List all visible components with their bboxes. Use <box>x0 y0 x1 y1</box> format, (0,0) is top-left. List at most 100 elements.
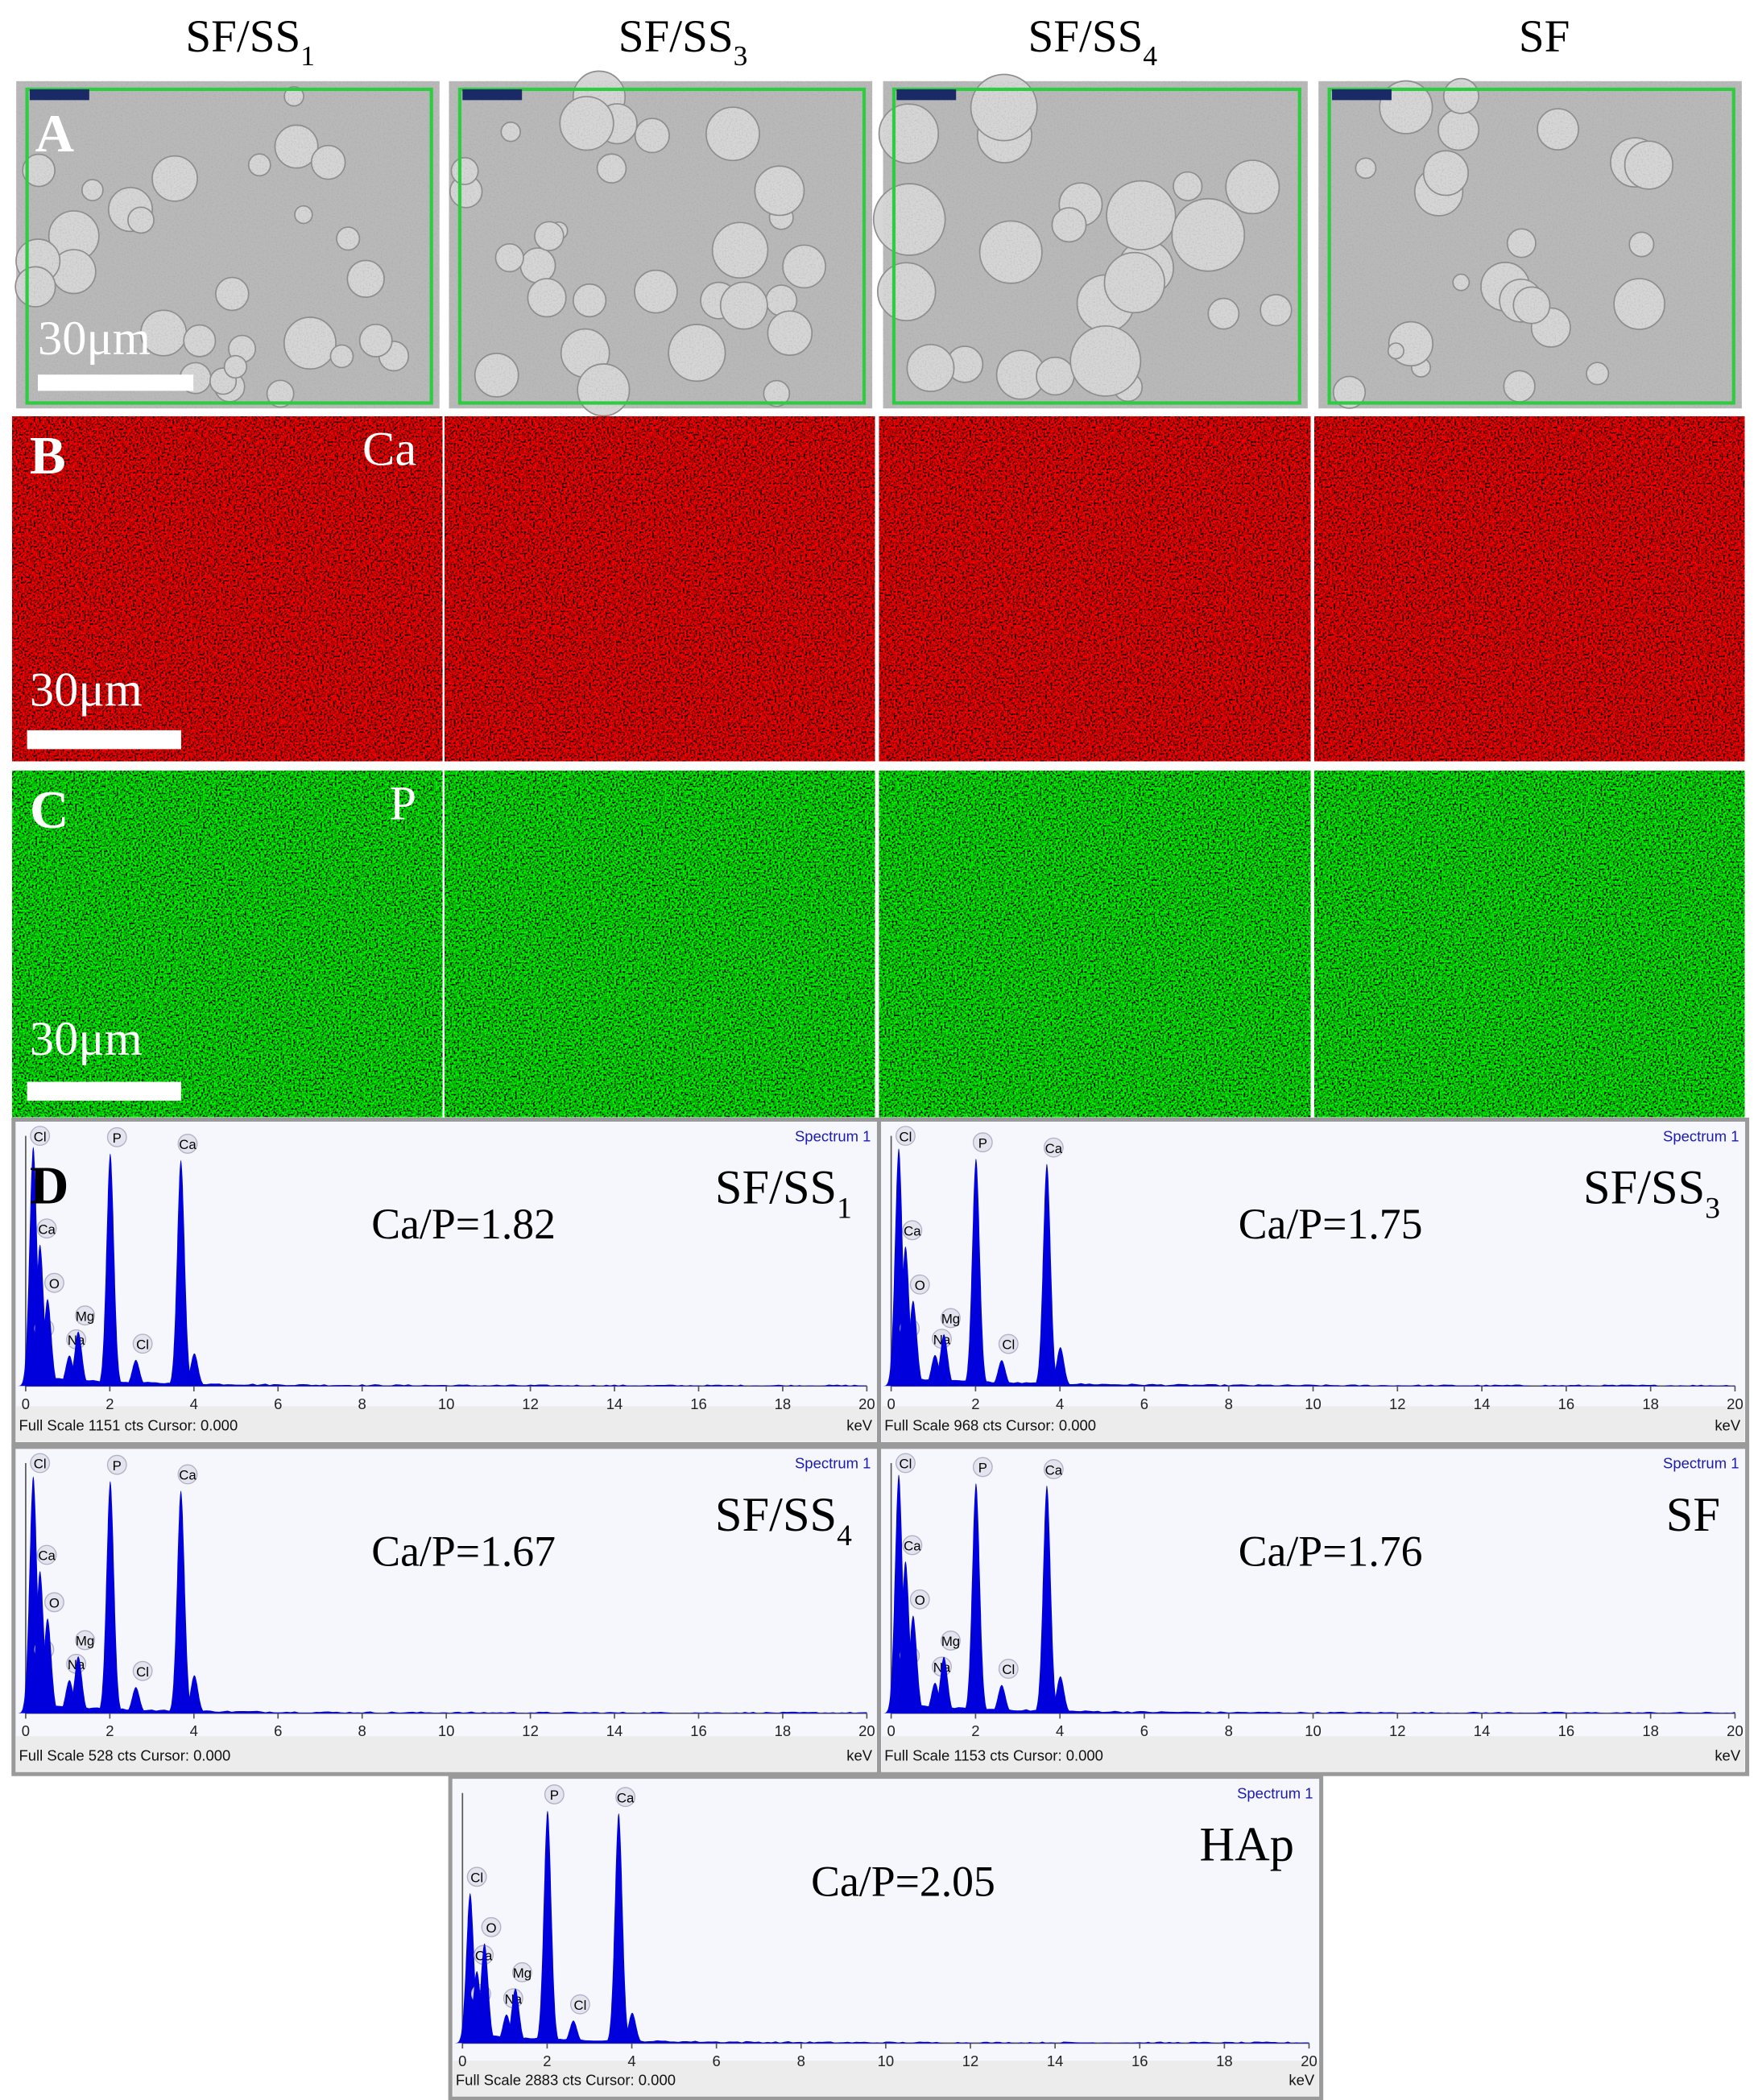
peak <box>461 1970 493 2044</box>
peak-label-bg <box>909 1274 930 1295</box>
peak-label: O <box>49 1596 60 1611</box>
eds-spectrum: 02468101214161820ClCCaONaMgPClCaSpectrum… <box>11 1117 882 1447</box>
peak-label: Ca <box>904 1224 921 1239</box>
element-map <box>1314 416 1745 762</box>
sample-label: HAp <box>1200 1818 1295 1872</box>
x-tick-label: 0 <box>887 1395 895 1412</box>
peak-label-bg <box>75 1305 96 1326</box>
peak-label-bg <box>30 1126 51 1147</box>
peak-label: Ca <box>38 1548 56 1564</box>
peak <box>617 2012 648 2044</box>
element-map <box>445 416 875 762</box>
peak-label: Ca <box>1045 1141 1063 1156</box>
spectrum-panel <box>11 1445 882 1776</box>
peak-label: Cl <box>34 1457 47 1472</box>
peak <box>454 1893 486 2044</box>
element-map <box>12 416 443 762</box>
x-tick-label: 16 <box>690 1395 707 1412</box>
peak <box>54 1680 85 1713</box>
footer-prefix: Full Scale <box>19 1747 85 1763</box>
x-tick-label: 10 <box>1305 1722 1322 1739</box>
scale-bar <box>27 1081 182 1101</box>
peak <box>54 1355 85 1387</box>
x-tick-label: 2 <box>105 1722 114 1739</box>
spectrum-title: Spectrum 1 <box>1663 1127 1739 1144</box>
peak-label-bg <box>998 1659 1019 1679</box>
element-label: Ca <box>362 423 416 477</box>
sem-image <box>449 70 873 417</box>
x-tick-label: 12 <box>522 1722 539 1739</box>
panel-letter: B <box>30 425 66 486</box>
peak <box>986 1360 1017 1387</box>
x-tick-label: 2 <box>971 1395 979 1412</box>
peak-label-bg <box>106 1454 127 1475</box>
x-tick-label: 8 <box>358 1722 366 1739</box>
peak-label: Ca <box>38 1222 56 1237</box>
peak <box>986 1685 1017 1713</box>
scale-bar-label: 30μm <box>38 312 151 366</box>
peak-label-bg <box>972 1132 993 1153</box>
peak-label: Cl <box>34 1129 47 1144</box>
peak <box>491 2014 522 2044</box>
sample-label-subscript: 4 <box>837 1519 852 1552</box>
element-map <box>879 416 1311 762</box>
x-unit: keV <box>846 1417 873 1434</box>
footer-suffix: cts Cursor: 0.000 <box>562 2071 676 2088</box>
x-tick-label: 12 <box>962 2052 979 2069</box>
peak-label: P <box>113 1131 122 1146</box>
peak <box>961 1483 991 1713</box>
panel-letter: A <box>35 103 75 163</box>
peak-label-bg <box>75 1630 96 1651</box>
x-tick-label: 4 <box>190 1722 198 1739</box>
element-map <box>445 771 875 1118</box>
peak-label: Cl <box>136 1337 149 1352</box>
sample-label-subscript: 3 <box>1705 1193 1720 1226</box>
peak-label: P <box>550 1788 559 1803</box>
column-header: SF/SS3 <box>618 11 748 72</box>
x-tick-label: 4 <box>1056 1395 1064 1412</box>
peak-label: Cl <box>573 1998 586 2013</box>
peak <box>898 1300 929 1387</box>
peak-label: Cl <box>1002 1662 1015 1677</box>
sample-label-main: SF/SS <box>715 1161 837 1215</box>
footer-suffix: cts Cursor: 0.000 <box>982 1417 1096 1434</box>
peak-label: O <box>486 1920 496 1936</box>
element-label: P <box>390 777 417 831</box>
column-header: SF/SS1 <box>185 11 315 72</box>
x-unit: keV <box>1289 2071 1315 2088</box>
footer-suffix: cts Cursor: 0.000 <box>990 1747 1103 1763</box>
peak <box>24 1244 56 1387</box>
x-tick-label: 18 <box>1642 1395 1659 1412</box>
footer-suffix: cts Cursor: 0.000 <box>125 1417 238 1434</box>
peak-label: Ca <box>617 1790 635 1805</box>
x-tick-label: 0 <box>22 1395 30 1412</box>
x-tick-label: 0 <box>22 1722 30 1739</box>
peak <box>898 1615 929 1713</box>
sem-noise <box>16 81 440 409</box>
x-tick-label: 6 <box>274 1722 282 1739</box>
x-tick-label: 20 <box>1727 1722 1744 1739</box>
peak <box>95 1481 126 1713</box>
peak <box>120 1687 151 1713</box>
column-header-main: SF/SS <box>1028 11 1144 62</box>
x-tick-label: 0 <box>458 2052 466 2069</box>
x-tick-label: 12 <box>1389 1722 1406 1739</box>
peak-label-bg <box>896 1453 916 1474</box>
x-tick-label: 10 <box>438 1395 455 1412</box>
spectrum-title: Spectrum 1 <box>795 1455 871 1472</box>
ca-p-ratio: Ca/P=1.67 <box>371 1527 556 1576</box>
peak-label-bg <box>896 1126 916 1147</box>
peak <box>18 1147 49 1387</box>
spectrum-tag <box>1332 89 1392 101</box>
peak-label: P <box>978 1461 987 1476</box>
x-unit: keV <box>1715 1747 1741 1763</box>
peak-label-bg <box>569 1994 590 2015</box>
x-tick-label: 14 <box>1474 1722 1491 1739</box>
spectrum-frame <box>1327 87 1735 405</box>
eds-spectrum: 02468101214161820ClCCaONaMgPClCaSpectrum… <box>876 1117 1750 1447</box>
footer-band <box>16 1406 877 1442</box>
scale-bar <box>27 730 182 750</box>
column-header-main: SF/SS <box>185 11 300 62</box>
peak <box>18 1476 49 1713</box>
spectrum-panel <box>876 1445 1750 1776</box>
